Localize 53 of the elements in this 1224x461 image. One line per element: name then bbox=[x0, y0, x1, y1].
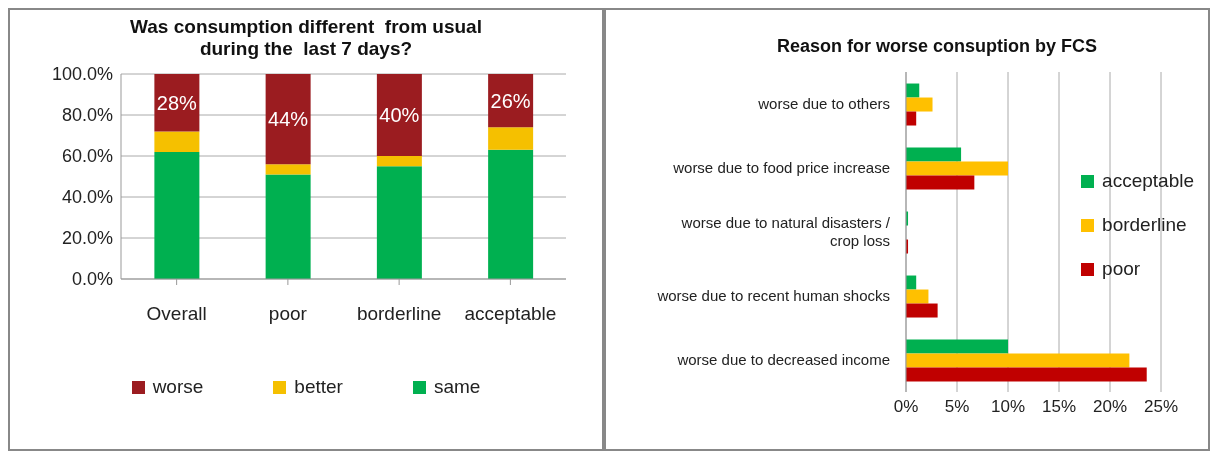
y-tick-label: worse due to natural disasters / crop loss bbox=[680, 214, 891, 249]
y-tick-label: 0.0% bbox=[71, 269, 113, 290]
chart-title: Was consumption different from usual during the last 7 days? bbox=[129, 16, 483, 60]
bar bbox=[906, 339, 1008, 354]
x-tick-label: 5% bbox=[944, 397, 970, 417]
bar bbox=[265, 74, 311, 165]
bar bbox=[906, 353, 1130, 368]
data-label: 44% bbox=[268, 108, 309, 131]
x-tick-label: 25% bbox=[1143, 397, 1179, 417]
x-tick-label: 0% bbox=[893, 397, 919, 417]
y-tick-label: worse due to decreased income bbox=[676, 351, 890, 368]
data-label: 28% bbox=[156, 91, 198, 114]
data-label: 26% bbox=[490, 89, 531, 112]
x-tick-label: Overall bbox=[146, 303, 207, 325]
legend-label: acceptable bbox=[1102, 170, 1194, 192]
bar bbox=[154, 131, 200, 152]
x-tick-label: 10% bbox=[990, 397, 1026, 417]
bar bbox=[906, 147, 962, 162]
bar bbox=[906, 175, 975, 190]
bar bbox=[488, 127, 534, 150]
bar bbox=[906, 83, 920, 98]
bar bbox=[906, 97, 933, 112]
data-label: 40% bbox=[379, 104, 420, 127]
legend-label: worse bbox=[152, 376, 204, 398]
bar bbox=[265, 174, 311, 279]
y-tick-label: 20.0% bbox=[61, 228, 113, 249]
bar bbox=[906, 289, 929, 304]
x-tick-label: borderline bbox=[356, 303, 442, 325]
bar bbox=[906, 367, 1147, 382]
y-tick-label: worse due to others bbox=[757, 95, 890, 112]
legend-label: same bbox=[433, 376, 481, 398]
bar bbox=[376, 74, 422, 156]
x-tick-label: acceptable bbox=[464, 303, 557, 325]
y-tick-label: 80.0% bbox=[61, 105, 113, 126]
x-tick-label: 15% bbox=[1041, 397, 1077, 417]
bar bbox=[154, 151, 200, 279]
y-tick-label: 60.0% bbox=[61, 146, 113, 167]
bar bbox=[488, 149, 534, 279]
y-tick-label: worse due to recent human shocks bbox=[656, 287, 890, 304]
y-tick-label: worse due to food price increase bbox=[672, 159, 890, 176]
legend-label: poor bbox=[1102, 258, 1141, 280]
legend-label: borderline bbox=[1102, 214, 1187, 236]
bar bbox=[906, 161, 1008, 176]
bar bbox=[376, 156, 422, 167]
y-tick-label: 40.0% bbox=[61, 187, 113, 208]
legend-label: better bbox=[294, 376, 343, 398]
chart-title: Reason for worse consuption by FCS bbox=[775, 36, 1098, 57]
x-tick-label: poor bbox=[268, 303, 308, 325]
y-tick-label: 100.0% bbox=[51, 64, 113, 85]
x-tick-label: 20% bbox=[1092, 397, 1128, 417]
bar bbox=[906, 303, 938, 318]
bar bbox=[265, 164, 311, 175]
bar bbox=[376, 166, 422, 279]
